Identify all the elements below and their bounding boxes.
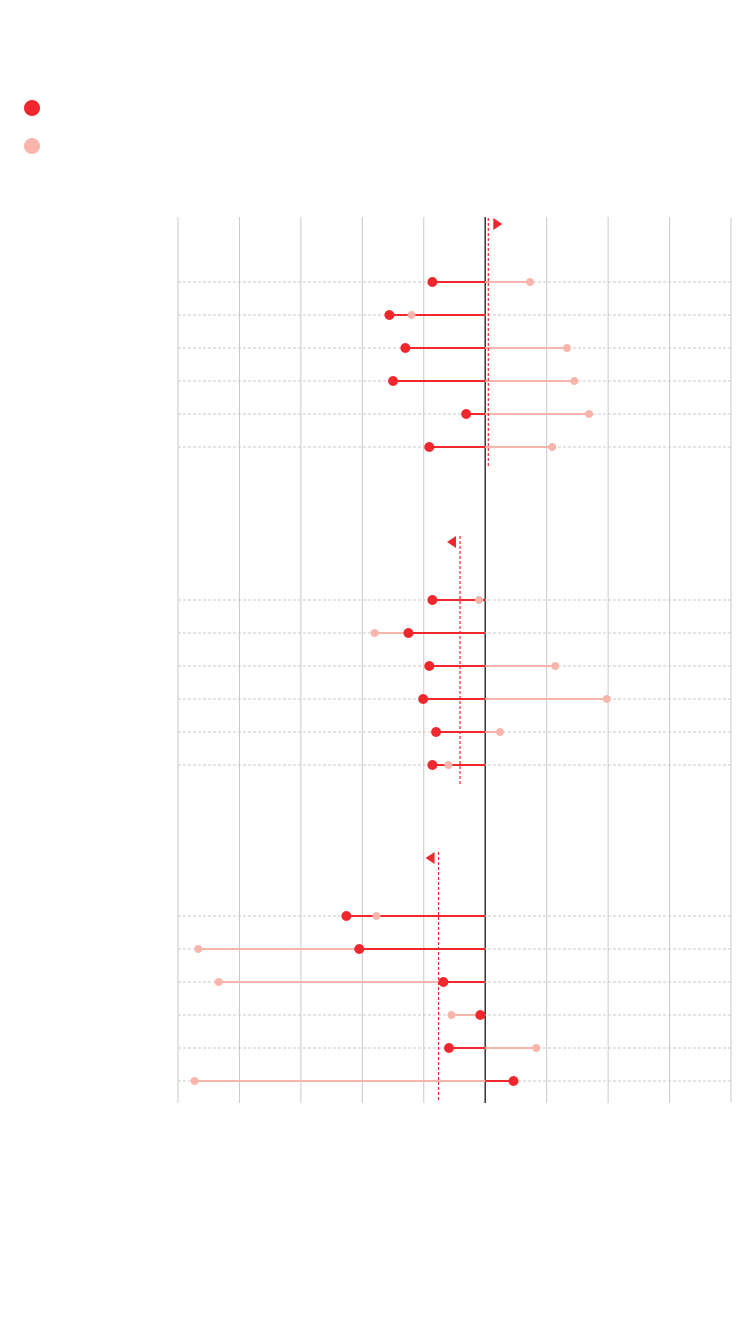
dot bbox=[194, 945, 203, 953]
dot bbox=[370, 629, 379, 637]
dot bbox=[570, 377, 579, 385]
dot bbox=[372, 912, 381, 920]
dot bbox=[407, 311, 416, 319]
dot bbox=[444, 761, 453, 769]
legend-swatch bbox=[24, 100, 40, 116]
dot bbox=[461, 409, 472, 419]
dot bbox=[447, 1011, 456, 1019]
dot bbox=[562, 344, 571, 352]
dot bbox=[427, 595, 438, 605]
dot bbox=[475, 1010, 486, 1020]
legend-swatch bbox=[24, 138, 40, 154]
dot bbox=[190, 1077, 199, 1085]
dot bbox=[602, 695, 611, 703]
dot bbox=[424, 661, 435, 671]
dot bbox=[475, 596, 484, 604]
dot bbox=[400, 343, 411, 353]
dot bbox=[427, 760, 438, 770]
dot bbox=[431, 727, 442, 737]
dot bbox=[418, 694, 429, 704]
mean-marker bbox=[425, 852, 435, 864]
mean-marker bbox=[447, 536, 457, 548]
dot bbox=[424, 442, 435, 452]
mean-marker bbox=[493, 218, 503, 230]
dot bbox=[438, 977, 449, 987]
dot bbox=[495, 728, 504, 736]
dot bbox=[508, 1076, 519, 1086]
dot bbox=[384, 310, 395, 320]
dot bbox=[403, 628, 414, 638]
dot bbox=[443, 1043, 454, 1053]
dot bbox=[427, 277, 438, 287]
dot bbox=[551, 662, 560, 670]
dot bbox=[585, 410, 594, 418]
dot bbox=[341, 911, 352, 921]
dot bbox=[532, 1044, 541, 1052]
dot bbox=[354, 944, 365, 954]
dot bbox=[548, 443, 557, 451]
dot bbox=[526, 278, 535, 286]
dot bbox=[214, 978, 223, 986]
dot bbox=[388, 376, 399, 386]
